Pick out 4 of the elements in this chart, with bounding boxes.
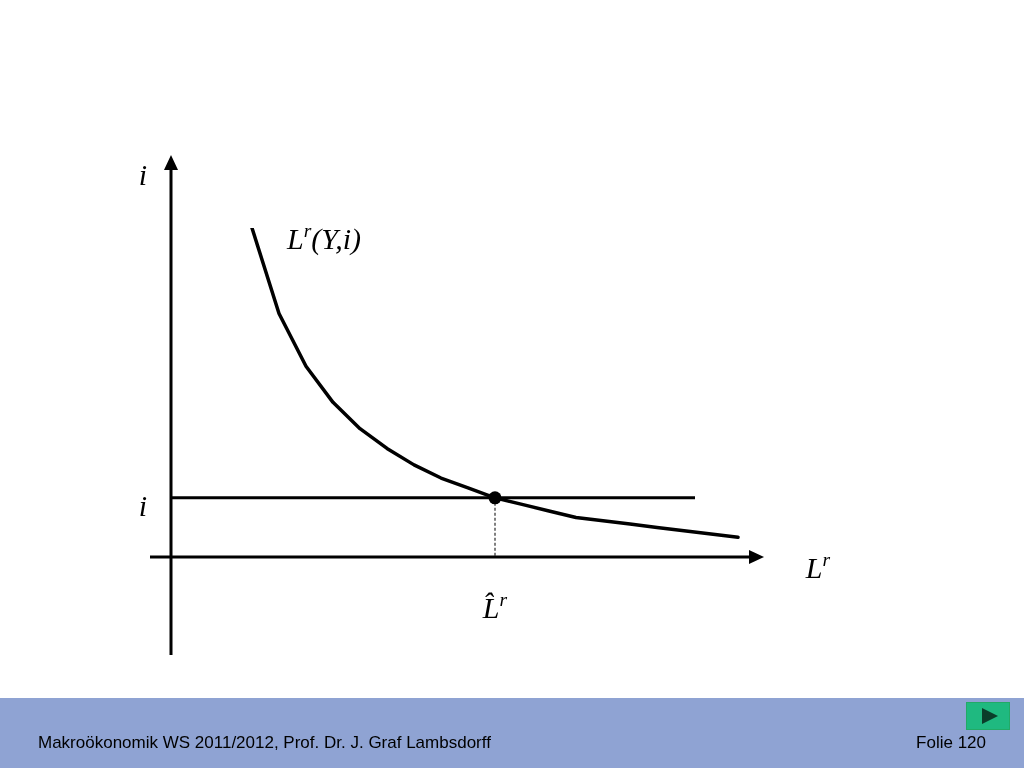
- text: Makroökonomik WS 2011/2012, Prof. Dr. J. Graf Lambsdorff: [38, 733, 491, 753]
- text: Folie 120: [916, 733, 986, 753]
- y-axis-title: i: [138, 158, 148, 191]
- ref-line-label: i: [138, 488, 148, 522]
